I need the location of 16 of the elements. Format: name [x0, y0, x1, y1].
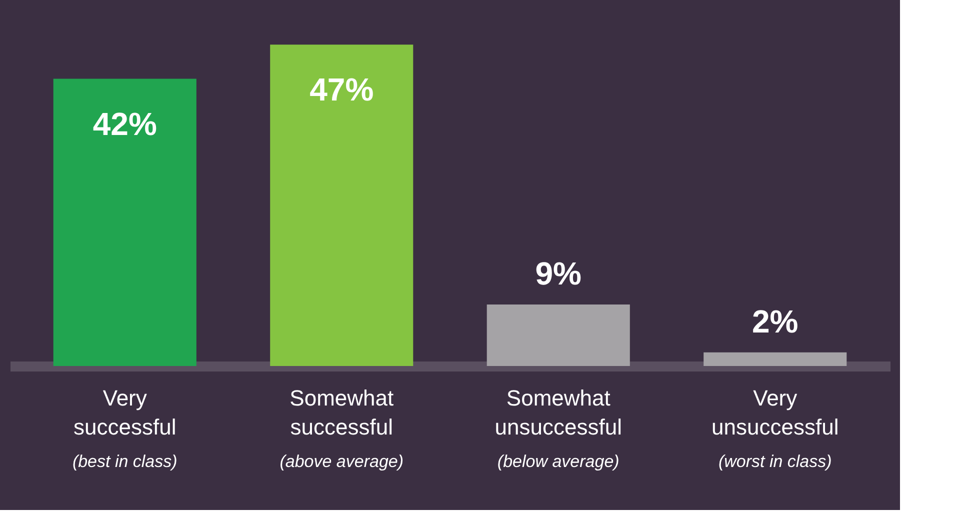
text: (above average) — [280, 452, 404, 471]
data-label: 2% — [752, 303, 798, 340]
bar — [486, 304, 630, 366]
data-label: 47% — [310, 72, 374, 108]
bar — [53, 78, 196, 366]
text: (worst in class) — [718, 452, 832, 471]
data-label: 9% — [535, 255, 582, 292]
x-tick-label: Somewhat unsuccessful — [494, 386, 622, 440]
data-label: 42% — [92, 106, 157, 142]
text: (below average) — [497, 452, 620, 471]
text: (best in class) — [72, 452, 178, 471]
bar — [704, 352, 847, 366]
x-tick-label: Very successful — [74, 386, 176, 440]
x-tick-label: Somewhat successful — [290, 386, 394, 440]
x-tick-label: Very unsuccessful — [712, 386, 839, 440]
bar — [270, 44, 414, 366]
